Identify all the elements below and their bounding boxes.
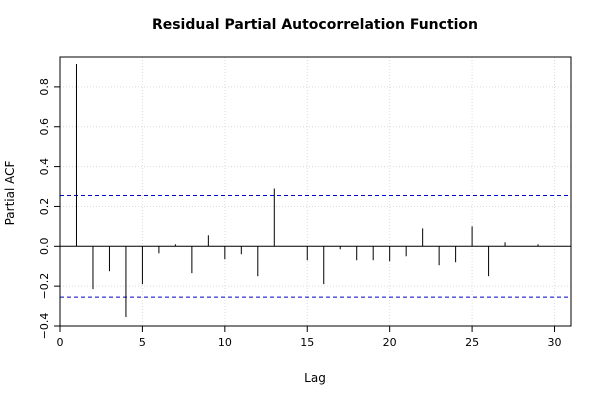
x-tick-label: 10 [218,336,232,349]
x-tick-label: 20 [383,336,397,349]
x-tick-label: 25 [465,336,479,349]
y-tick-label: 0.0 [38,238,51,256]
y-axis-label: Partial ACF [3,161,17,226]
x-tick-label: 5 [139,336,146,349]
x-tick-label: 15 [300,336,314,349]
y-axis-ticks: −0.4 −0.2 0.0 0.2 0.4 0.6 0.8 [38,78,60,339]
y-tick-label: 0.4 [38,158,51,176]
pacf-bars [60,63,571,318]
y-tick-label: 0.8 [38,78,51,96]
confidence-bounds [60,194,571,298]
chart-title: Residual Partial Autocorrelation Functio… [152,17,478,33]
x-axis-label: Lag [304,371,326,385]
y-tick-label: 0.6 [38,118,51,136]
x-axis-ticks: 0 5 10 15 20 25 30 [57,326,562,349]
y-tick-label: −0.4 [38,313,51,340]
plot-frame [59,56,572,327]
x-tick-label: 0 [57,336,64,349]
x-tick-label: 30 [548,336,562,349]
y-tick-label: 0.2 [38,198,51,216]
y-tick-label: −0.2 [38,273,51,300]
grid-lines [59,57,571,327]
